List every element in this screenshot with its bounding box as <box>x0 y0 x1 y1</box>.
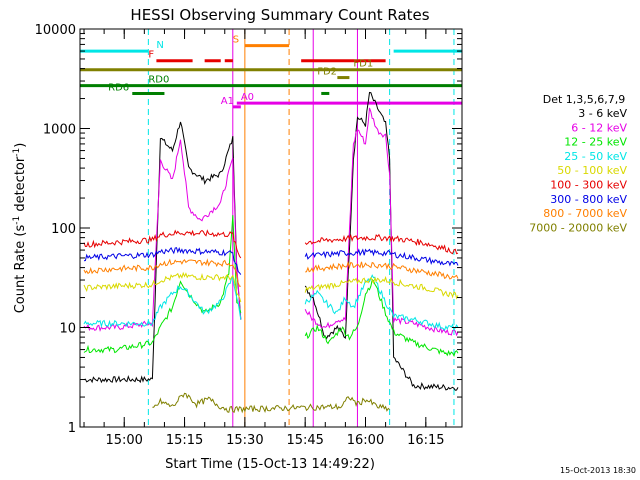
legend-title: Det 1,3,5,6,7,9 <box>543 93 626 106</box>
plot-frame <box>79 28 463 428</box>
x-axis-label: Start Time (15-Oct-13 14:49:22) <box>165 457 375 472</box>
y-axis-label-sup: -1 <box>12 216 22 225</box>
y-axis-label: Count Rate (s-1 detector-1) <box>12 143 28 314</box>
series-line <box>83 139 242 332</box>
flag-label: F <box>148 50 154 61</box>
series-line <box>152 392 390 414</box>
series-line <box>83 258 241 287</box>
observing-flags: N S F FD1 FD2 RD0 RD6 A1 A0 <box>80 35 462 109</box>
series-line <box>83 276 242 329</box>
legend-entry: 300 - 800 keV <box>550 193 627 206</box>
legend-entry: 800 - 7000 keV <box>543 207 627 220</box>
x-tick-label: 16:00 <box>347 433 384 448</box>
legend-entry: 12 - 25 keV <box>564 136 627 149</box>
y-tick-label: 10 <box>59 322 76 337</box>
series-line <box>304 91 459 391</box>
series-line <box>83 271 242 303</box>
x-tick-label: 15:00 <box>105 433 142 448</box>
generation-timestamp: 15-Oct-2013 18:30 <box>560 466 636 475</box>
y-tick-label: 100 <box>51 222 76 237</box>
flag-label: RD6 <box>108 82 129 93</box>
series-line <box>83 246 242 275</box>
axes: 1 10 100 1000 10000 15:00 15:15 15:30 15:45 16:00… <box>35 23 462 448</box>
x-tick-label: 16:15 <box>407 433 444 448</box>
y-axis-label-part: detector <box>13 156 28 216</box>
legend-entry: 6 - 12 keV <box>571 121 627 134</box>
legend-entry: 50 - 100 keV <box>557 164 627 177</box>
y-tick-label: 10000 <box>35 23 76 38</box>
flag-label: FD2 <box>317 67 337 78</box>
x-tick-label: 15:15 <box>166 433 203 448</box>
series-line <box>304 274 459 332</box>
series-line <box>83 229 242 259</box>
legend-entry: 7000 - 20000 keV <box>529 221 627 234</box>
legend-entry: 25 - 50 keV <box>564 150 627 163</box>
series-line <box>304 248 459 267</box>
series-lines <box>83 91 459 414</box>
chart-title: HESSI Observing Summary Count Rates <box>130 6 429 24</box>
series-line <box>304 107 459 337</box>
y-tick-label: 1 <box>68 421 76 436</box>
x-tick-label: 15:45 <box>286 433 323 448</box>
plot-area <box>147 29 455 427</box>
flag-label: N <box>156 40 163 51</box>
legend-entry: 3 - 6 keV <box>578 107 627 120</box>
legend-entry: 100 - 300 keV <box>550 179 627 192</box>
series-line <box>305 260 459 280</box>
series-line <box>304 233 459 255</box>
y-axis-label-sup: -1 <box>12 148 22 157</box>
y-axis-label-part: ) <box>13 143 28 148</box>
flag-label: FD1 <box>353 59 373 70</box>
x-tick-label: 15:30 <box>226 433 263 448</box>
y-tick-label: 1000 <box>43 123 76 138</box>
series-line <box>83 121 242 384</box>
flag-label: S <box>233 35 239 46</box>
flag-label: A1 <box>221 96 234 107</box>
flag-label: A0 <box>241 92 254 103</box>
y-axis-label-part: Count Rate (s <box>13 225 28 314</box>
flag-label: RD0 <box>148 75 169 86</box>
series-line <box>304 275 459 300</box>
series-line <box>304 278 459 357</box>
